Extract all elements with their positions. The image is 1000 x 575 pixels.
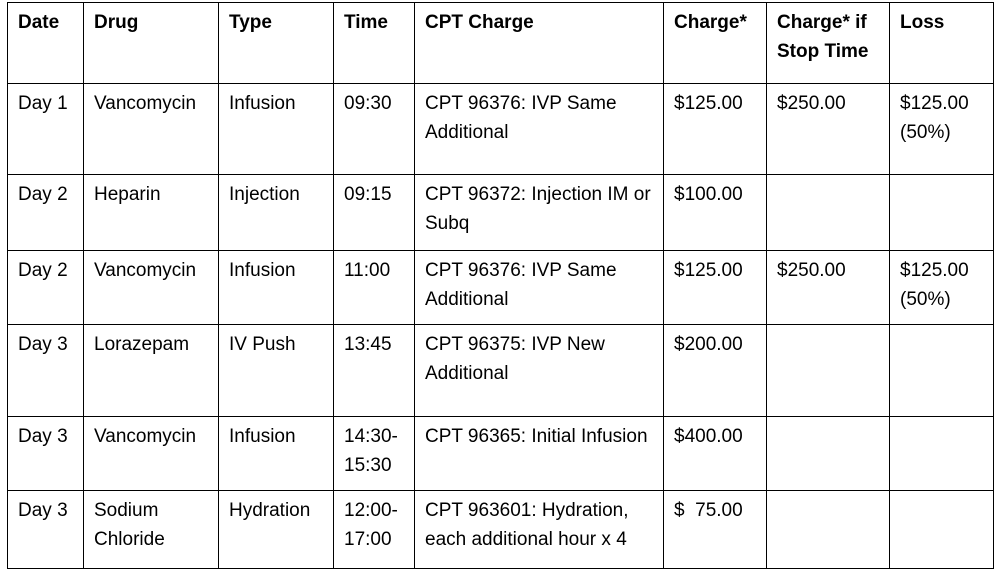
- cell-cpt-charge: CPT 96372: Injection IM or Subq: [414, 174, 664, 251]
- table-row: Day 2 Vancomycin Infusion 11:00 CPT 9637…: [7, 250, 994, 325]
- cell-cpt-charge: CPT 96376: IVP Same Additional: [414, 83, 664, 175]
- table-row: Day 2 Heparin Injection 09:15 CPT 96372:…: [7, 174, 994, 251]
- cell-charge-if-stop-time: $250.00: [766, 250, 890, 325]
- table-header-row: Date Drug Type Time CPT Charge Charge* C…: [7, 2, 994, 84]
- cell-date: Day 3: [7, 324, 84, 417]
- cell-date: Day 2: [7, 174, 84, 251]
- cell-drug: Vancomycin: [83, 83, 219, 175]
- cell-time: 12:00-17:00: [333, 490, 415, 569]
- cell-charge-if-stop-time: $250.00: [766, 83, 890, 175]
- cell-time: 09:15: [333, 174, 415, 251]
- cell-type: IV Push: [218, 324, 334, 417]
- header-date: Date: [7, 2, 84, 84]
- cell-cpt-charge: CPT 96375: IVP New Additional: [414, 324, 664, 417]
- cell-loss: $125.00 (50%): [889, 83, 994, 175]
- cell-cpt-charge: CPT 963601: Hydration, each additional h…: [414, 490, 664, 569]
- cell-drug: Sodium Chloride: [83, 490, 219, 569]
- cell-charge: $400.00: [663, 416, 767, 491]
- cell-loss: [889, 490, 994, 569]
- cell-charge: $125.00: [663, 250, 767, 325]
- document-page: Date Drug Type Time CPT Charge Charge* C…: [7, 2, 994, 569]
- header-type: Type: [218, 2, 334, 84]
- cell-charge-if-stop-time: [766, 416, 890, 491]
- cell-type: Infusion: [218, 250, 334, 325]
- cell-charge: $ 75.00: [663, 490, 767, 569]
- cell-type: Injection: [218, 174, 334, 251]
- cell-date: Day 3: [7, 416, 84, 491]
- cell-type: Infusion: [218, 83, 334, 175]
- header-loss: Loss: [889, 2, 994, 84]
- header-time: Time: [333, 2, 415, 84]
- cell-loss: [889, 324, 994, 417]
- cell-loss: [889, 416, 994, 491]
- cell-date: Day 2: [7, 250, 84, 325]
- header-cpt-charge: CPT Charge: [414, 2, 664, 84]
- charges-table: Date Drug Type Time CPT Charge Charge* C…: [7, 2, 994, 569]
- table-row: Day 3 Lorazepam IV Push 13:45 CPT 96375:…: [7, 324, 994, 417]
- cell-date: Day 1: [7, 83, 84, 175]
- cell-time: 13:45: [333, 324, 415, 417]
- cell-loss: [889, 174, 994, 251]
- header-drug: Drug: [83, 2, 219, 84]
- cell-drug: Vancomycin: [83, 250, 219, 325]
- cell-type: Infusion: [218, 416, 334, 491]
- cell-loss: $125.00 (50%): [889, 250, 994, 325]
- cell-cpt-charge: CPT 96365: Initial Infusion: [414, 416, 664, 491]
- cell-drug: Vancomycin: [83, 416, 219, 491]
- cell-charge-if-stop-time: [766, 174, 890, 251]
- header-charge-if-stop-time: Charge* if Stop Time: [766, 2, 890, 84]
- cell-drug: Heparin: [83, 174, 219, 251]
- table-row: Day 3 Vancomycin Infusion 14:30-15:30 CP…: [7, 416, 994, 491]
- cell-charge-if-stop-time: [766, 490, 890, 569]
- cell-cpt-charge: CPT 96376: IVP Same Additional: [414, 250, 664, 325]
- header-charge: Charge*: [663, 2, 767, 84]
- table-row: Day 1 Vancomycin Infusion 09:30 CPT 9637…: [7, 83, 994, 175]
- table-row: Day 3 Sodium Chloride Hydration 12:00-17…: [7, 490, 994, 569]
- cell-charge: $100.00: [663, 174, 767, 251]
- cell-date: Day 3: [7, 490, 84, 569]
- cell-charge: $125.00: [663, 83, 767, 175]
- cell-time: 14:30-15:30: [333, 416, 415, 491]
- cell-type: Hydration: [218, 490, 334, 569]
- cell-charge-if-stop-time: [766, 324, 890, 417]
- cell-time: 11:00: [333, 250, 415, 325]
- cell-charge: $200.00: [663, 324, 767, 417]
- cell-time: 09:30: [333, 83, 415, 175]
- cell-drug: Lorazepam: [83, 324, 219, 417]
